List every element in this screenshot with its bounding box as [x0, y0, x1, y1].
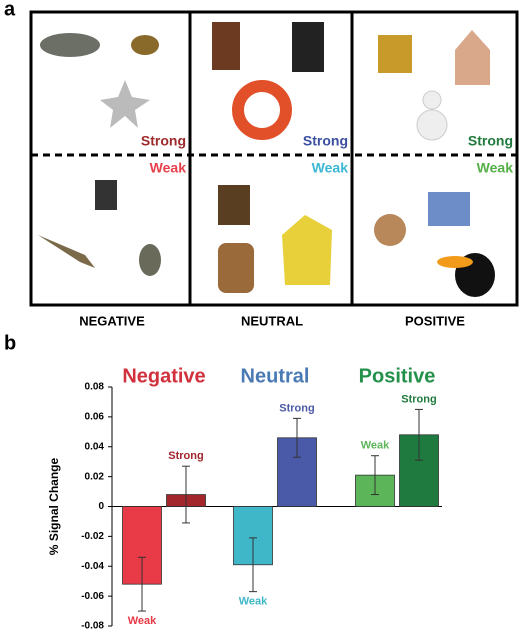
panel-letter: b: [4, 332, 16, 354]
bar-label: Weak: [361, 440, 390, 452]
y-tick-label: -0.06: [81, 591, 104, 602]
toucan-beak: [437, 256, 473, 268]
panel-a: a: [4, 0, 519, 307]
barrel: [218, 243, 254, 293]
snowman: [416, 109, 448, 141]
chair: [292, 22, 324, 72]
y-axis-label: % Signal Change: [47, 458, 61, 556]
bar-label: Strong: [279, 402, 314, 414]
snowman: [422, 90, 442, 110]
teddy-bear: [374, 214, 406, 246]
house: [282, 215, 332, 285]
y-tick-label: 0: [98, 501, 104, 512]
strong-label: Strong: [141, 133, 186, 149]
bar-label: Strong: [168, 450, 203, 462]
gun: [95, 180, 117, 210]
gingerbread-house: [455, 30, 490, 85]
y-tick-label: -0.02: [81, 531, 104, 542]
column-label: NEUTRAL: [241, 313, 303, 328]
gift: [428, 192, 470, 226]
group-label: Neutral: [241, 365, 310, 387]
strong-label: Strong: [468, 133, 513, 149]
bee: [131, 35, 159, 55]
column-label: NEGATIVE: [79, 313, 145, 328]
y-tick-label: 0.04: [85, 441, 105, 452]
bar-label: Weak: [239, 596, 268, 608]
y-tick-label: -0.04: [81, 561, 104, 572]
tank: [40, 33, 100, 57]
strong-label: Strong: [303, 133, 348, 149]
fly: [139, 244, 161, 276]
crown: [378, 35, 412, 73]
y-tick-label: 0.06: [85, 412, 105, 423]
panel-letter: a: [4, 0, 16, 20]
lifebuoy: [232, 80, 292, 140]
y-tick-label: 0.08: [85, 382, 105, 393]
knife: [38, 235, 95, 268]
weak-label: Weak: [477, 160, 514, 176]
bar-label: Weak: [128, 615, 157, 627]
column-label: POSITIVE: [405, 313, 465, 328]
object-icons: [38, 22, 495, 297]
weak-label: Weak: [150, 160, 187, 176]
y-tick-label: -0.08: [81, 621, 104, 632]
shuriken: [100, 80, 150, 128]
boots: [212, 22, 240, 70]
group-label: Negative: [122, 365, 205, 387]
weak-label: Weak: [312, 160, 349, 176]
y-tick-label: 0.02: [85, 471, 105, 482]
directors-chair: [218, 185, 250, 225]
group-label: Positive: [359, 365, 436, 387]
bar-label: Strong: [401, 393, 436, 405]
frame: [29, 10, 519, 307]
